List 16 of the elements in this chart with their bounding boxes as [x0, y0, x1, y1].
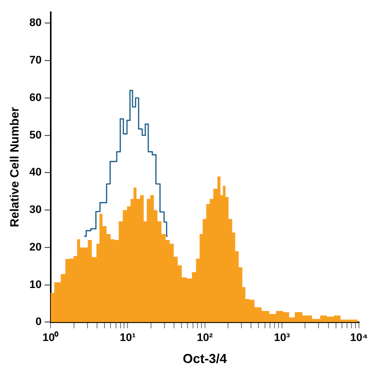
x-tick-label: 10³	[274, 332, 290, 344]
y-tick-label: 40	[29, 166, 42, 179]
y-tick-label: 60	[29, 92, 42, 104]
y-tick-label: 20	[29, 241, 42, 254]
y-tick-label: 0	[36, 316, 42, 328]
y-tick-label: 50	[29, 129, 42, 142]
x-axis-title: Oct-3/4	[182, 350, 228, 366]
y-axis-title: Relative Cell Number	[8, 106, 22, 228]
y-tick-label: 70	[29, 54, 42, 67]
x-tick-label: 10¹	[120, 332, 136, 344]
x-tick-label: 10²	[196, 332, 214, 344]
y-tick-label: 10	[29, 278, 42, 291]
x-tick-label: 10⁰	[42, 330, 59, 344]
y-tick-label: 80	[29, 17, 42, 30]
x-tick-label: 10⁴	[350, 332, 368, 344]
y-tick-label: 30	[29, 204, 42, 216]
